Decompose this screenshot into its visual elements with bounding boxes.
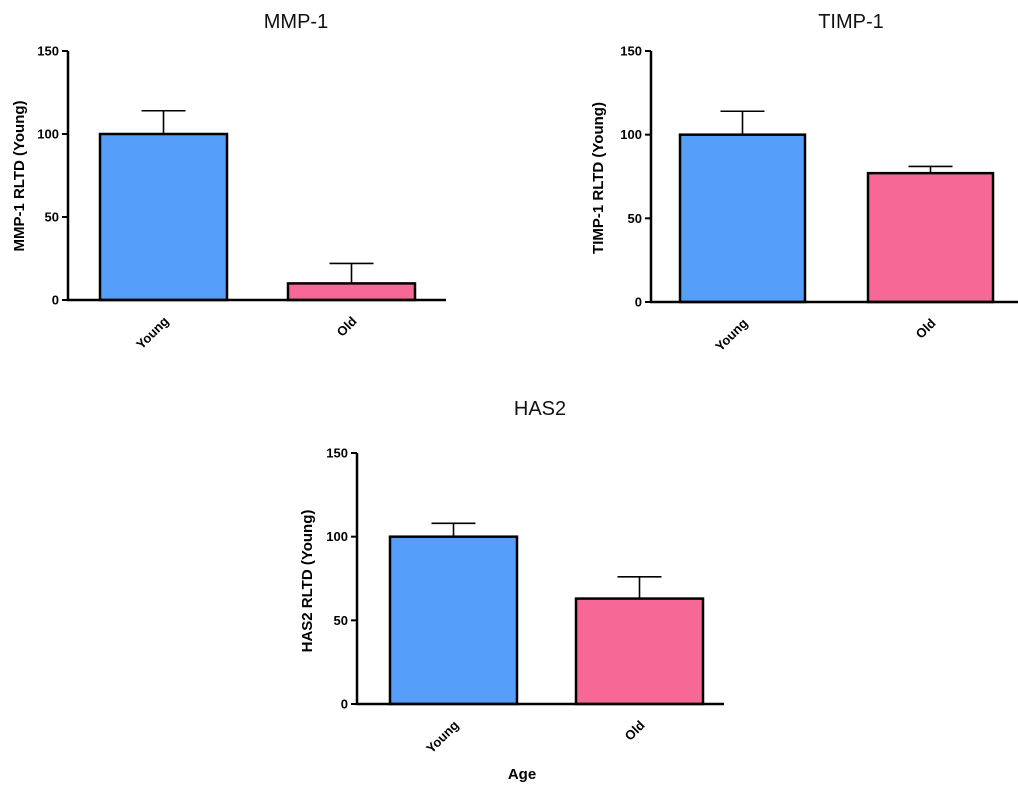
chart-title: HAS2 — [514, 398, 566, 420]
y-tick-label: 100 — [326, 529, 348, 544]
y-tick-label: 150 — [37, 44, 59, 59]
error-bar-young — [141, 109, 186, 134]
category-label: Old — [334, 313, 360, 339]
chart-title: TIMP-1 — [818, 11, 884, 33]
y-tick-label: 150 — [620, 44, 642, 59]
error-bar-old — [329, 262, 374, 284]
y-tick-label: 0 — [52, 293, 59, 308]
y-axis-label: TIMP-1 RLTD (Young) — [590, 102, 607, 254]
error-bar-old — [617, 576, 662, 599]
y-tick-label: 150 — [326, 446, 348, 461]
y-axis-label: HAS2 RLTD (Young) — [299, 510, 316, 653]
y-tick-label: 100 — [620, 127, 642, 142]
error-bar-young — [720, 110, 765, 135]
category-label: Old — [913, 315, 939, 341]
chart-panel-3: HAS2 HAS2 RLTD (Young) Young Old 0 50 100 150 Ag… — [299, 398, 724, 783]
y-tick-label: 0 — [635, 295, 642, 310]
category-label: Young — [712, 315, 751, 354]
bar-old — [866, 171, 995, 304]
bar-old — [286, 282, 417, 302]
chart-panel-2: TIMP-1 TIMP-1 RLTD (Young) Young Old 0 50 100 1… — [590, 11, 1018, 354]
y-tick-label: 0 — [341, 697, 348, 712]
bar-young — [98, 132, 229, 302]
category-label: Young — [423, 717, 462, 756]
bar-old — [574, 597, 705, 706]
category-label: Old — [622, 717, 648, 743]
y-tick-label: 50 — [334, 613, 348, 628]
bar-young — [388, 535, 519, 706]
category-label: Young — [133, 313, 172, 352]
chart-title: MMP-1 — [264, 11, 328, 33]
x-axis-label: Age — [508, 766, 536, 783]
y-tick-label: 50 — [45, 210, 59, 225]
y-tick-label: 50 — [628, 211, 642, 226]
bar-young — [678, 133, 807, 304]
y-tick-label: 100 — [37, 127, 59, 142]
chart-panel-1: MMP-1 MMP-1 RLTD (Young) Young Old 0 50 100 150 — [11, 11, 446, 352]
y-axis-label: MMP-1 RLTD (Young) — [11, 100, 28, 251]
error-bar-young — [431, 522, 476, 537]
error-bar-old — [908, 165, 953, 174]
